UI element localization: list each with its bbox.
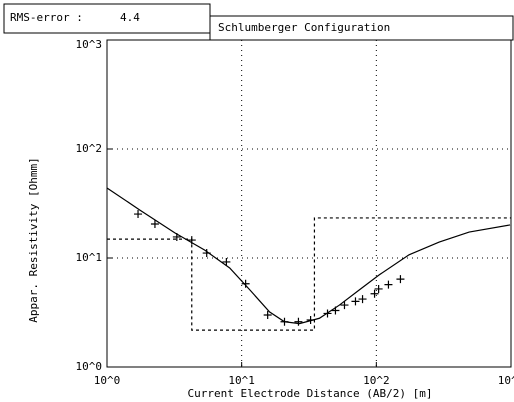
data-point bbox=[374, 284, 383, 293]
x-tick-label: 10^1 bbox=[228, 374, 255, 387]
plot-frame bbox=[106, 39, 512, 368]
data-point bbox=[241, 279, 250, 288]
fit-curve bbox=[106, 187, 511, 325]
data-point bbox=[263, 310, 272, 319]
chart-title: Schlumberger Configuration bbox=[218, 21, 390, 34]
data-point bbox=[370, 289, 379, 298]
data-point bbox=[294, 317, 303, 326]
y-axis-label: Appar. Resistivity [Ohmm] bbox=[27, 157, 40, 323]
x-tick-label: 10^2 bbox=[363, 374, 390, 387]
data-point bbox=[134, 210, 143, 219]
data-point bbox=[222, 257, 231, 266]
y-tick-label: 10^0 bbox=[76, 360, 103, 373]
data-point bbox=[351, 297, 360, 306]
data-point bbox=[396, 275, 405, 284]
y-tick-label: 10^2 bbox=[76, 142, 103, 155]
y-tick-label: 10^1 bbox=[76, 251, 103, 264]
data-point bbox=[150, 220, 159, 229]
rms-label: RMS-error : bbox=[10, 11, 83, 24]
data-point bbox=[358, 295, 367, 304]
y-tick-label: 10^3 bbox=[76, 38, 103, 51]
data-point bbox=[384, 280, 393, 289]
x-tick-label: 10^3 bbox=[498, 374, 514, 387]
rms-value: 4.4 bbox=[120, 11, 140, 24]
x-tick-label: 10^0 bbox=[94, 374, 121, 387]
x-axis-label: Current Electrode Distance (AB/2) [m] bbox=[187, 387, 432, 400]
data-point bbox=[340, 301, 349, 310]
